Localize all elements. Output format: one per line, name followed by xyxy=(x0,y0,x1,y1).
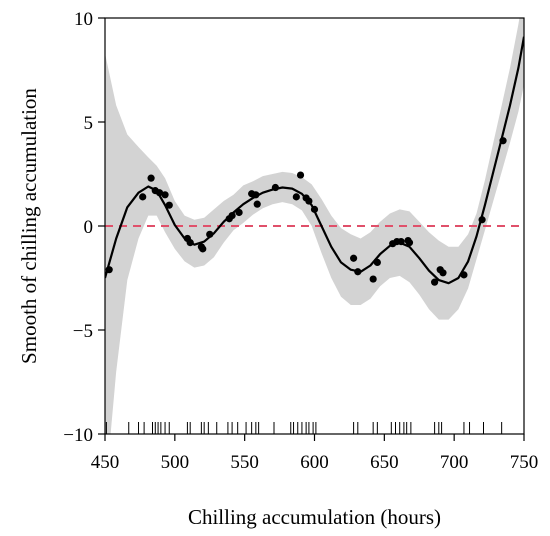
data-point xyxy=(310,205,319,213)
y-axis: −10 −5 0 5 10 xyxy=(63,9,105,446)
y-tick-label: −5 xyxy=(73,321,93,342)
data-point xyxy=(499,137,507,145)
y-axis-title: Smooth of chilling accumulation xyxy=(17,88,41,364)
data-point xyxy=(253,200,261,208)
data-point xyxy=(296,171,305,179)
data-point xyxy=(354,268,362,276)
data-point xyxy=(373,258,381,266)
x-tick-label: 550 xyxy=(230,452,259,473)
x-tick-label: 700 xyxy=(440,452,469,473)
y-tick-label: 10 xyxy=(74,9,93,30)
data-point xyxy=(147,174,155,182)
data-point xyxy=(155,189,164,197)
y-tick-label: 0 xyxy=(84,217,94,238)
x-tick-label: 600 xyxy=(300,452,329,473)
data-point xyxy=(206,230,214,238)
plot-area xyxy=(105,18,524,434)
data-point xyxy=(252,191,260,199)
plot-frame xyxy=(104,17,525,435)
x-tick-label: 750 xyxy=(510,452,539,473)
data-point xyxy=(292,193,300,201)
x-axis-title: Chilling accumulation (hours) xyxy=(188,505,441,529)
x-tick-label: 450 xyxy=(91,452,120,473)
data-point xyxy=(165,201,173,209)
data-point xyxy=(161,191,169,199)
y-tick-label: −10 xyxy=(63,425,93,446)
data-point xyxy=(405,239,414,247)
x-tick-label: 500 xyxy=(161,452,190,473)
data-point xyxy=(139,193,147,201)
smooth-curve xyxy=(105,36,524,285)
y-tick-label: 5 xyxy=(84,113,94,134)
confidence-band xyxy=(105,18,524,434)
data-point xyxy=(271,183,279,192)
data-point xyxy=(186,239,194,247)
x-tick-label: 650 xyxy=(370,452,399,473)
x-axis: 450 500 550 600 650 700 750 xyxy=(91,434,539,473)
data-point xyxy=(397,238,405,246)
data-point xyxy=(439,269,447,277)
data-point xyxy=(235,208,243,217)
data-point xyxy=(199,245,207,253)
rug-marks xyxy=(105,422,503,434)
data-point xyxy=(350,254,358,262)
data-point xyxy=(431,278,439,286)
data-point xyxy=(105,266,113,274)
observed-points xyxy=(105,137,507,286)
data-point xyxy=(478,216,486,224)
data-point xyxy=(228,212,236,220)
data-point xyxy=(369,275,377,283)
data-point xyxy=(305,197,313,205)
data-point xyxy=(460,271,468,279)
